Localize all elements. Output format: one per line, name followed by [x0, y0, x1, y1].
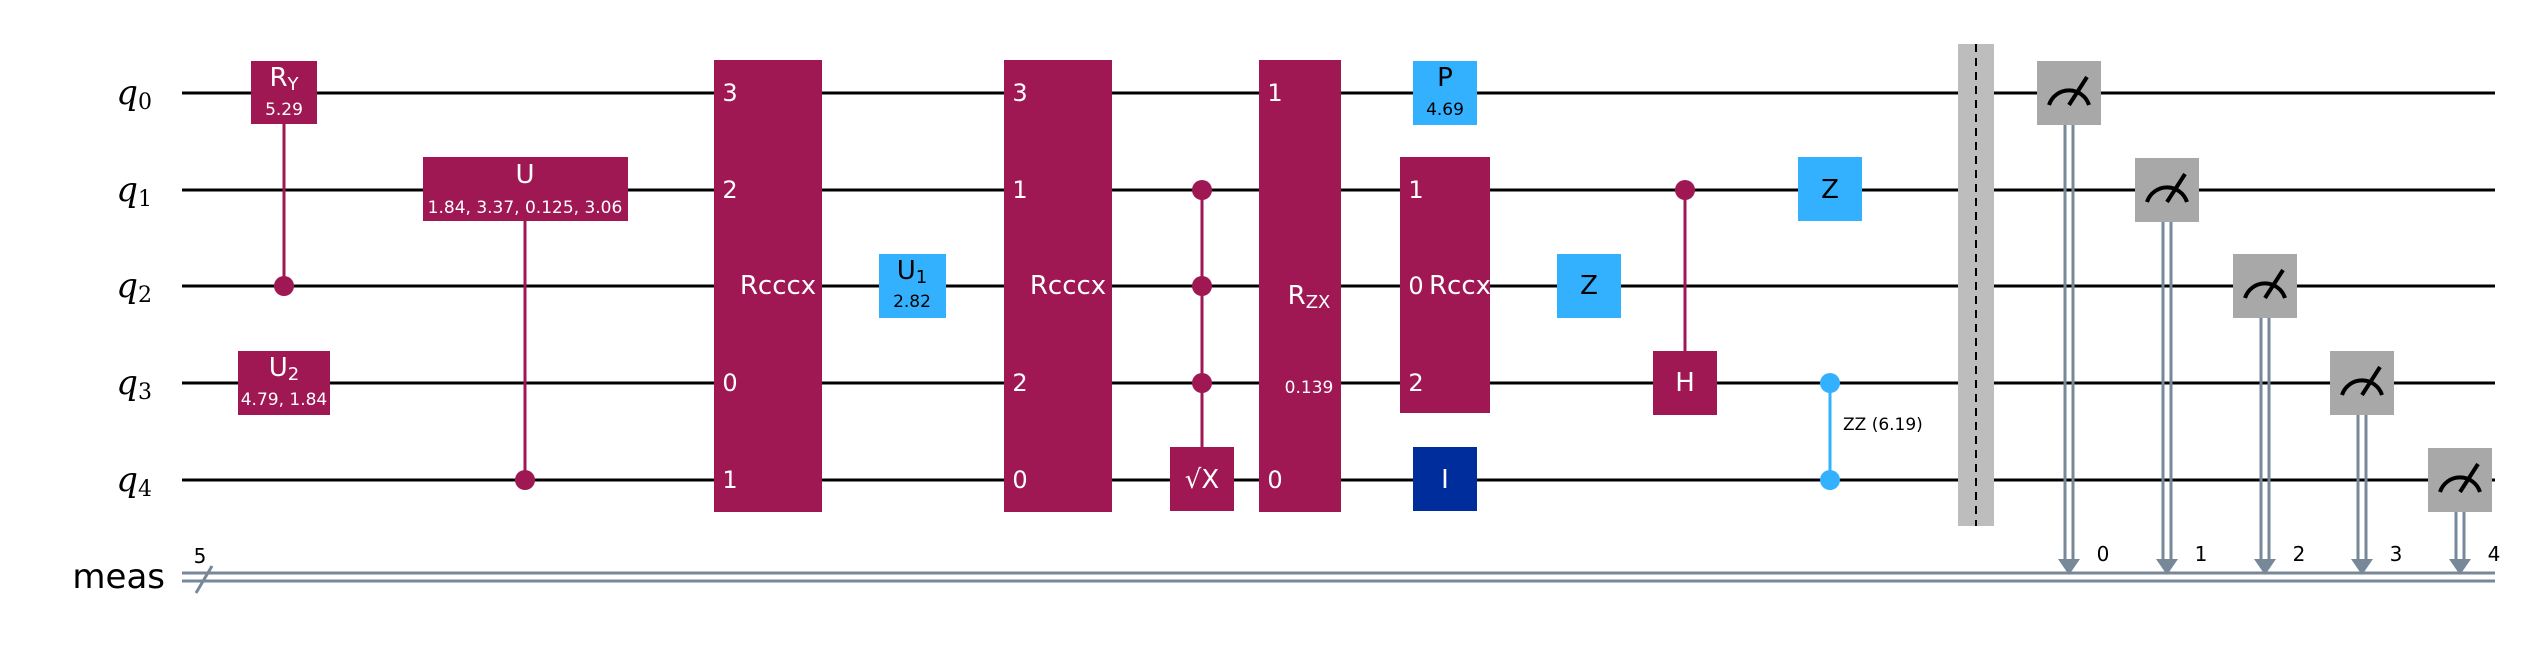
- rccx-gate-pin-1: 0: [1408, 272, 1423, 300]
- qubit-label-0: q0: [116, 73, 152, 115]
- u1-gate-param: 2.82: [893, 292, 931, 312]
- u2-gate-label: U2: [269, 353, 299, 385]
- meter-needle-icon-0: [2067, 75, 2089, 107]
- rcccx-gate-2-pin-0: 3: [1012, 79, 1027, 107]
- ry-gate-param: 5.29: [265, 100, 303, 120]
- classical-register-size: 5: [194, 544, 207, 568]
- z-gate-q1: [1798, 157, 1862, 221]
- measure-bit-label-4: 4: [2488, 542, 2501, 566]
- qubit-label-3: q3: [116, 363, 152, 405]
- classical-register-label: meas: [72, 557, 165, 597]
- measure-bit-label-0: 0: [2097, 542, 2110, 566]
- zz-dot-q3: [1820, 373, 1840, 393]
- z-gate-q1-label: Z: [1821, 175, 1839, 205]
- measure-gate-4: [2428, 448, 2492, 512]
- measure-1-arrow: [2156, 559, 2178, 575]
- c3sx-control-dot-q2: [1192, 276, 1212, 296]
- measure-gate-1: [2135, 158, 2199, 222]
- u1-gate-label: U1: [897, 256, 927, 288]
- measure-4-arrow: [2449, 559, 2471, 575]
- measure-bit-label-2: 2: [2293, 542, 2306, 566]
- meter-needle-icon-3: [2360, 365, 2382, 397]
- ch-control-dot: [1675, 180, 1695, 200]
- p-gate: [1413, 61, 1477, 125]
- rzx-gate-pin-1: 0: [1267, 466, 1282, 494]
- rccx-gate-label: Rccx: [1429, 271, 1491, 301]
- u2-gate: [238, 351, 330, 415]
- h-gate: [1653, 351, 1717, 415]
- i-gate-label: I: [1441, 465, 1449, 495]
- rcccx-gate-2-pin-1: 1: [1012, 176, 1027, 204]
- z-gate-q2: [1557, 254, 1621, 318]
- measure-bit-label-1: 1: [2195, 542, 2208, 566]
- meter-needle-icon-4: [2458, 462, 2480, 494]
- measure-2-arrow: [2254, 559, 2276, 575]
- u-gate: [423, 157, 628, 221]
- rcccx-gate-1-pin-3: 1: [722, 466, 737, 494]
- rcccx-gate-2: [1004, 60, 1112, 512]
- c3sx-control-dot-q1: [1192, 180, 1212, 200]
- meter-arc-icon-2: [2243, 281, 2287, 299]
- u-gate-param: 1.84, 3.37, 0.125, 3.06: [428, 198, 623, 218]
- measure-3-arrow: [2351, 559, 2373, 575]
- rcccx-gate-2-label: Rcccx: [1030, 271, 1106, 301]
- ry-gate: [251, 61, 317, 124]
- measure-gate-2: [2233, 254, 2297, 318]
- rccx-gate-pin-2: 2: [1408, 369, 1423, 397]
- ry-control-dot: [274, 276, 294, 296]
- rcccx-gate-1: [714, 60, 822, 512]
- zz-dot-q4: [1820, 470, 1840, 490]
- meter-arc-icon-4: [2438, 475, 2482, 493]
- measure-bit-label-3: 3: [2390, 542, 2403, 566]
- qubit-label-1: q1: [116, 170, 152, 212]
- rzx-gate: [1259, 60, 1341, 512]
- measure-0-arrow: [2058, 559, 2080, 575]
- u1-gate: [879, 254, 946, 318]
- rcccx-gate-2-pin-3: 0: [1012, 466, 1027, 494]
- i-gate: [1413, 447, 1477, 511]
- qubit-label-4: q4: [116, 460, 152, 502]
- z-gate-q2-label: Z: [1580, 271, 1598, 301]
- rzx-gate-label: RZX: [1288, 281, 1331, 313]
- ry-gate-label: RY: [269, 63, 299, 95]
- rcccx-gate-1-label: Rcccx: [740, 271, 816, 301]
- h-gate-label: H: [1675, 368, 1695, 398]
- zz-gate-label: ZZ (6.19): [1843, 415, 1923, 435]
- p-gate-label: P: [1437, 63, 1453, 93]
- rccx-gate-pin-0: 1: [1408, 176, 1423, 204]
- meter-arc-icon-0: [2047, 88, 2091, 106]
- meter-needle-icon-2: [2263, 268, 2285, 300]
- u-gate-label: U: [515, 160, 534, 190]
- rcccx-gate-2-pin-2: 2: [1012, 369, 1027, 397]
- rcccx-gate-1-pin-1: 2: [722, 176, 737, 204]
- meter-arc-icon-3: [2340, 378, 2384, 396]
- meter-arc-icon-1: [2145, 185, 2189, 203]
- rcccx-gate-1-pin-0: 3: [722, 79, 737, 107]
- rzx-gate-pin-0: 1: [1267, 79, 1282, 107]
- measure-gate-0: [2037, 61, 2101, 125]
- classical-register-slash: [194, 565, 214, 594]
- qubit-label-2: q2: [116, 266, 152, 308]
- c3sx-control-dot-q3: [1192, 373, 1212, 393]
- sx-gate-label: √X: [1185, 465, 1219, 495]
- meter-needle-icon-1: [2165, 172, 2187, 204]
- u2-gate-param: 4.79, 1.84: [241, 390, 328, 410]
- p-gate-param: 4.69: [1426, 100, 1464, 120]
- sx-gate: [1170, 447, 1234, 511]
- u-control-dot: [515, 470, 535, 490]
- rzx-gate-param: 0.139: [1285, 378, 1334, 398]
- rccx-gate: [1400, 157, 1490, 413]
- measure-gate-3: [2330, 351, 2394, 415]
- rcccx-gate-1-pin-2: 0: [722, 369, 737, 397]
